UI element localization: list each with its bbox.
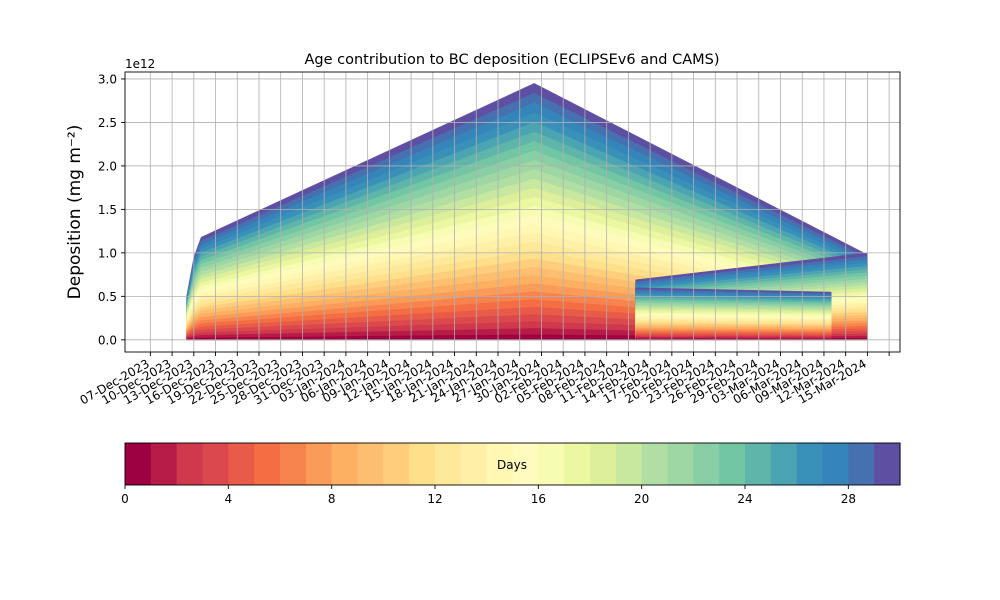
colorbar-label: Days [497,458,527,472]
colorbar-cell-24 [745,443,772,485]
colorbar-cell-14 [486,443,514,485]
colorbar-cells [125,443,901,485]
series-3-bands [635,287,832,340]
grid-lines [125,72,900,352]
colorbar-cell-5 [254,443,281,485]
colorbar-cell-8 [331,443,359,485]
colorbar-cell-27 [822,443,849,485]
colorbar-cell-7 [305,443,333,485]
colorbar-cell-16 [538,443,565,485]
y-offset-label: 1e12 [125,57,155,71]
colorbar-cell-29 [874,443,901,485]
colorbar-cell-20 [641,443,669,485]
colorbar-cell-6 [280,443,307,485]
colorbar-cell-26 [796,443,824,485]
colorbar-frame [124,442,901,486]
y-axis: 0.0 0.5 1.0 1.5 2.0 2.5 3.0 [98,72,125,347]
colorbar-cell-10 [383,443,410,485]
colorbar: Days 0 4 8 12 16 20 24 28 [121,442,901,506]
colorbar-cell-19 [615,443,643,485]
colorbar-cell-15 [512,443,539,485]
colorbar-ticks: 0 4 8 12 16 20 24 28 [121,485,856,506]
colorbar-tick-label-4: 16 [531,492,546,506]
colorbar-cell-28 [848,443,875,485]
y-tick-label-5: 2.5 [98,116,117,130]
stacked-areas [186,83,868,340]
y-tick-label-0: 0.0 [98,333,117,347]
colorbar-cell-18 [590,443,617,485]
plot-frame [124,71,901,353]
colorbar-tick-label-0: 0 [121,492,129,506]
colorbar-cell-22 [693,443,720,485]
colorbar-cell-13 [460,443,488,485]
colorbar-cell-3 [202,443,229,485]
colorbar-tick-label-5: 20 [634,492,649,506]
colorbar-cell-2 [176,443,204,485]
y-tick-label-3: 1.5 [98,203,117,217]
colorbar-cell-11 [409,443,436,485]
y-tick-label-2: 1.0 [98,246,117,260]
colorbar-cell-0 [125,443,152,485]
colorbar-cell-25 [770,443,798,485]
colorbar-cell-21 [667,443,694,485]
colorbar-tick-label-2: 8 [328,492,336,506]
colorbar-tick-label-6: 24 [737,492,752,506]
colorbar-cell-1 [150,443,178,485]
colorbar-cell-17 [564,443,591,485]
x-axis: 07-Dec-202310-Dec-202313-Dec-202316-Dec-… [78,352,890,407]
colorbar-cell-4 [228,443,255,485]
colorbar-tick-label-1: 4 [225,492,233,506]
y-tick-label-4: 2.0 [98,159,117,173]
chart-title: Age contribution to BC deposition (ECLIP… [304,52,719,68]
y-tick-label-1: 0.5 [98,290,117,304]
plot-area: 0.0 0.5 1.0 1.5 2.0 2.5 3.0 07-Dec-202310-Dec-… [78,71,901,407]
colorbar-tick-label-3: 12 [427,492,442,506]
colorbar-cell-12 [435,443,462,485]
colorbar-cell-9 [357,443,384,485]
colorbar-cell-23 [719,443,746,485]
y-tick-label-6: 3.0 [98,72,117,86]
y-axis-label: Deposition (mg m⁻²) [65,125,85,300]
colorbar-tick-label-7: 28 [841,492,856,506]
